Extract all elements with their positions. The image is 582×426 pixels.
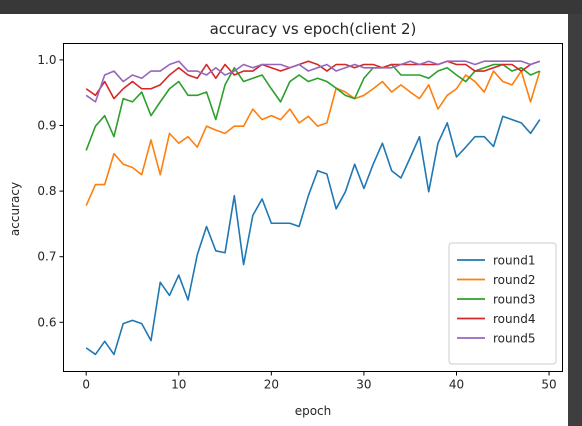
y-tick-label: 0.9: [37, 119, 56, 133]
series-line-round5: [85, 60, 541, 103]
y-axis-label: accuracy: [8, 182, 22, 236]
x-tick-label: 40: [449, 378, 464, 392]
x-tick-label: 20: [264, 378, 279, 392]
legend: round1 round2 round3 round4 round5: [448, 242, 557, 365]
output-scrollbar[interactable]: [568, 14, 582, 426]
legend-label-round3: round3: [493, 293, 535, 307]
series-line-round4: [85, 60, 541, 100]
x-tick-label: 0: [82, 378, 90, 392]
y-tick-label: 0.6: [37, 315, 56, 329]
series-line-round2: [85, 70, 541, 206]
chart-title: accuracy vs epoch(client 2): [210, 20, 417, 38]
x-axis-label: epoch: [295, 404, 332, 418]
x-tick-label: 50: [541, 378, 556, 392]
x-tick-label: 30: [356, 378, 371, 392]
legend-label-round4: round4: [493, 312, 535, 326]
legend-label-round2: round2: [493, 273, 535, 287]
line-chart: accuracy vs epoch(client 2) epoch accura…: [8, 20, 563, 418]
legend-label-round1: round1: [493, 254, 535, 268]
series-line-round3: [85, 63, 541, 151]
series-line-round1: [85, 115, 541, 356]
legend-box: [448, 242, 557, 365]
y-tick-label: 1.0: [37, 53, 56, 67]
y-tick-label: 0.7: [37, 250, 56, 264]
plot-area: [63, 43, 563, 372]
y-tick-label: 0.8: [37, 184, 56, 198]
x-tick-label: 10: [171, 378, 186, 392]
legend-label-round5: round5: [493, 332, 535, 346]
